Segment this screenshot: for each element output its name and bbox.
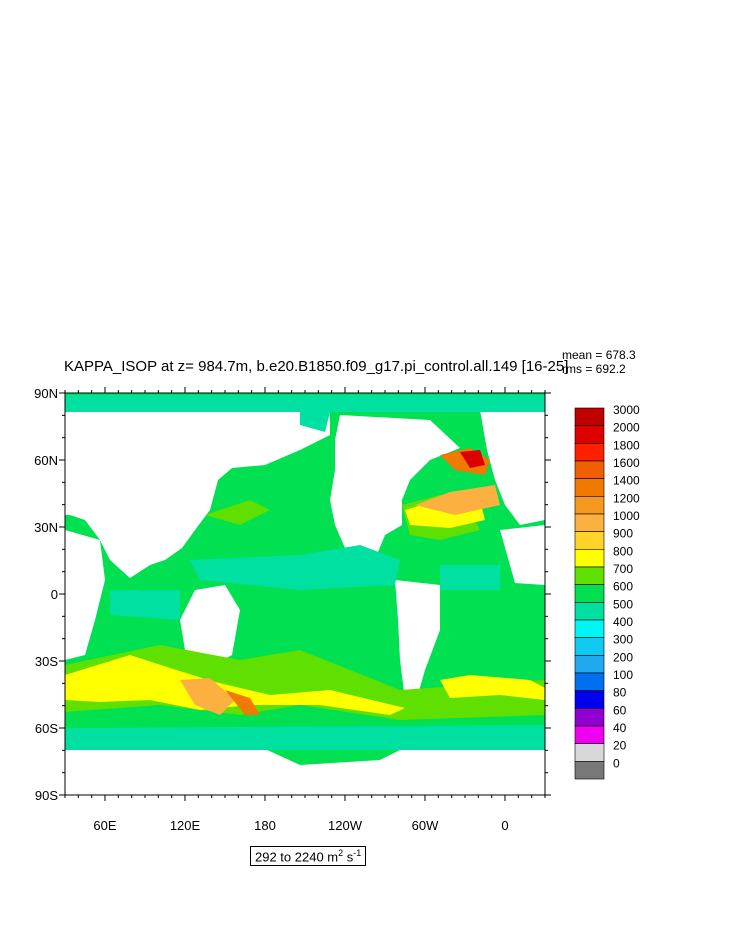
contour-indian-500 (110, 590, 180, 620)
colorbar-swatch (574, 761, 605, 780)
colorbar-swatch (574, 690, 605, 709)
colorbar-label: 1400 (613, 474, 640, 488)
land-eurasia (65, 410, 330, 578)
land-north-america (330, 415, 460, 552)
x-tick-label: 180 (254, 818, 276, 833)
range-label: 292 to 2240 m2 s-1 (250, 846, 367, 867)
colorbar-label: 600 (613, 580, 633, 594)
x-tick-label: 60W (412, 818, 439, 833)
range-text: 292 to 2240 m (255, 849, 339, 865)
colorbar-label: 1800 (613, 438, 640, 452)
contour-south-600 (65, 725, 545, 750)
contour-eq-pacific-500 (190, 545, 400, 590)
contour-acc-1200 (180, 678, 235, 715)
chart-title: KAPPA_ISOP at z= 984.7m, b.e20.B1850.f09… (64, 358, 568, 375)
colorbar-swatch (574, 443, 605, 462)
x-ticks: 60E 120E 180 120W 60W 0 (64, 387, 546, 833)
colorbar-label: 900 (613, 527, 633, 541)
colorbar-swatch (574, 655, 605, 674)
colorbar-label: 1200 (613, 491, 640, 505)
x-tick-label: 60E (93, 818, 116, 833)
colorbar-swatch (574, 460, 605, 479)
colorbar-swatch (574, 602, 605, 621)
contour-acc-1400 (225, 690, 260, 715)
range-unit-s: s (343, 849, 354, 865)
colorbar-label: 1600 (613, 456, 640, 470)
y-tick-label: 30S (35, 654, 58, 669)
colorbar-label: 80 (613, 686, 627, 700)
contour-arctic-500 (65, 395, 545, 412)
land-south-america (395, 580, 440, 705)
colorbar-swatch (574, 549, 605, 568)
y-tick-label: 60S (35, 721, 58, 736)
contour-acc-1000 (65, 655, 405, 715)
colorbar-label: 1000 (613, 509, 640, 523)
y-tick-label: 0 (51, 587, 58, 602)
land-africa-east (500, 525, 545, 585)
y-tick-label: 30N (34, 520, 58, 535)
colorbar-swatch (574, 743, 605, 762)
colorbar-swatch (574, 584, 605, 603)
colorbar-swatch (574, 672, 605, 691)
colorbar-label: 400 (613, 615, 633, 629)
x-tick-label: 120W (328, 818, 363, 833)
colorbar-label: 20 (613, 739, 627, 753)
colorbar-label: 60 (613, 703, 627, 717)
colorbar-label: 200 (613, 650, 633, 664)
x-tick-label: 0 (501, 818, 508, 833)
land-australia (180, 585, 240, 670)
colorbar-label: 3000 (613, 403, 640, 417)
colorbar-label: 500 (613, 597, 633, 611)
colorbar-label: 100 (613, 668, 633, 682)
colorbar-label: 40 (613, 721, 627, 735)
colorbar-label: 2000 (613, 421, 640, 435)
contour-atl-1200 (415, 485, 500, 515)
colorbar-swatch (574, 566, 605, 585)
colorbar-label: 700 (613, 562, 633, 576)
y-tick-label: 90S (35, 788, 58, 803)
y-ticks: 90N 60N 30N 0 30S 60S 90S (34, 386, 551, 803)
colorbar: 3000200018001600140012001000900800700600… (574, 403, 640, 780)
colorbar-swatch (574, 531, 605, 550)
colorbar-swatch (574, 725, 605, 744)
colorbar-swatch (574, 619, 605, 638)
colorbar-label: 300 (613, 633, 633, 647)
contour-arctic-canada (300, 410, 330, 432)
land-africa (65, 530, 105, 660)
colorbar-swatch (574, 496, 605, 515)
mean-label: mean = 678.3 (562, 348, 636, 362)
y-tick-label: 90N (34, 386, 58, 401)
colorbar-swatch (574, 425, 605, 444)
contour-eq-atlantic-500 (440, 565, 500, 590)
rms-label: rms = 692.2 (562, 362, 626, 376)
colorbar-label: 0 (613, 756, 620, 770)
contour-atl-3000 (460, 450, 485, 468)
map-field (65, 393, 545, 795)
contour-pacific-800 (205, 500, 270, 525)
x-tick-label: 120E (170, 818, 201, 833)
colorbar-label: 800 (613, 544, 633, 558)
range-unit-sup2: -1 (353, 848, 362, 858)
colorbar-swatch (574, 708, 605, 727)
colorbar-swatch (574, 513, 605, 532)
contour-sa-800 (440, 675, 545, 700)
range-unit-sup1: 2 (338, 848, 344, 858)
land-europe (480, 410, 545, 525)
colorbar-swatch (574, 637, 605, 656)
colorbar-swatch (574, 478, 605, 497)
y-tick-label: 60N (34, 453, 58, 468)
colorbar-swatch (574, 407, 605, 426)
